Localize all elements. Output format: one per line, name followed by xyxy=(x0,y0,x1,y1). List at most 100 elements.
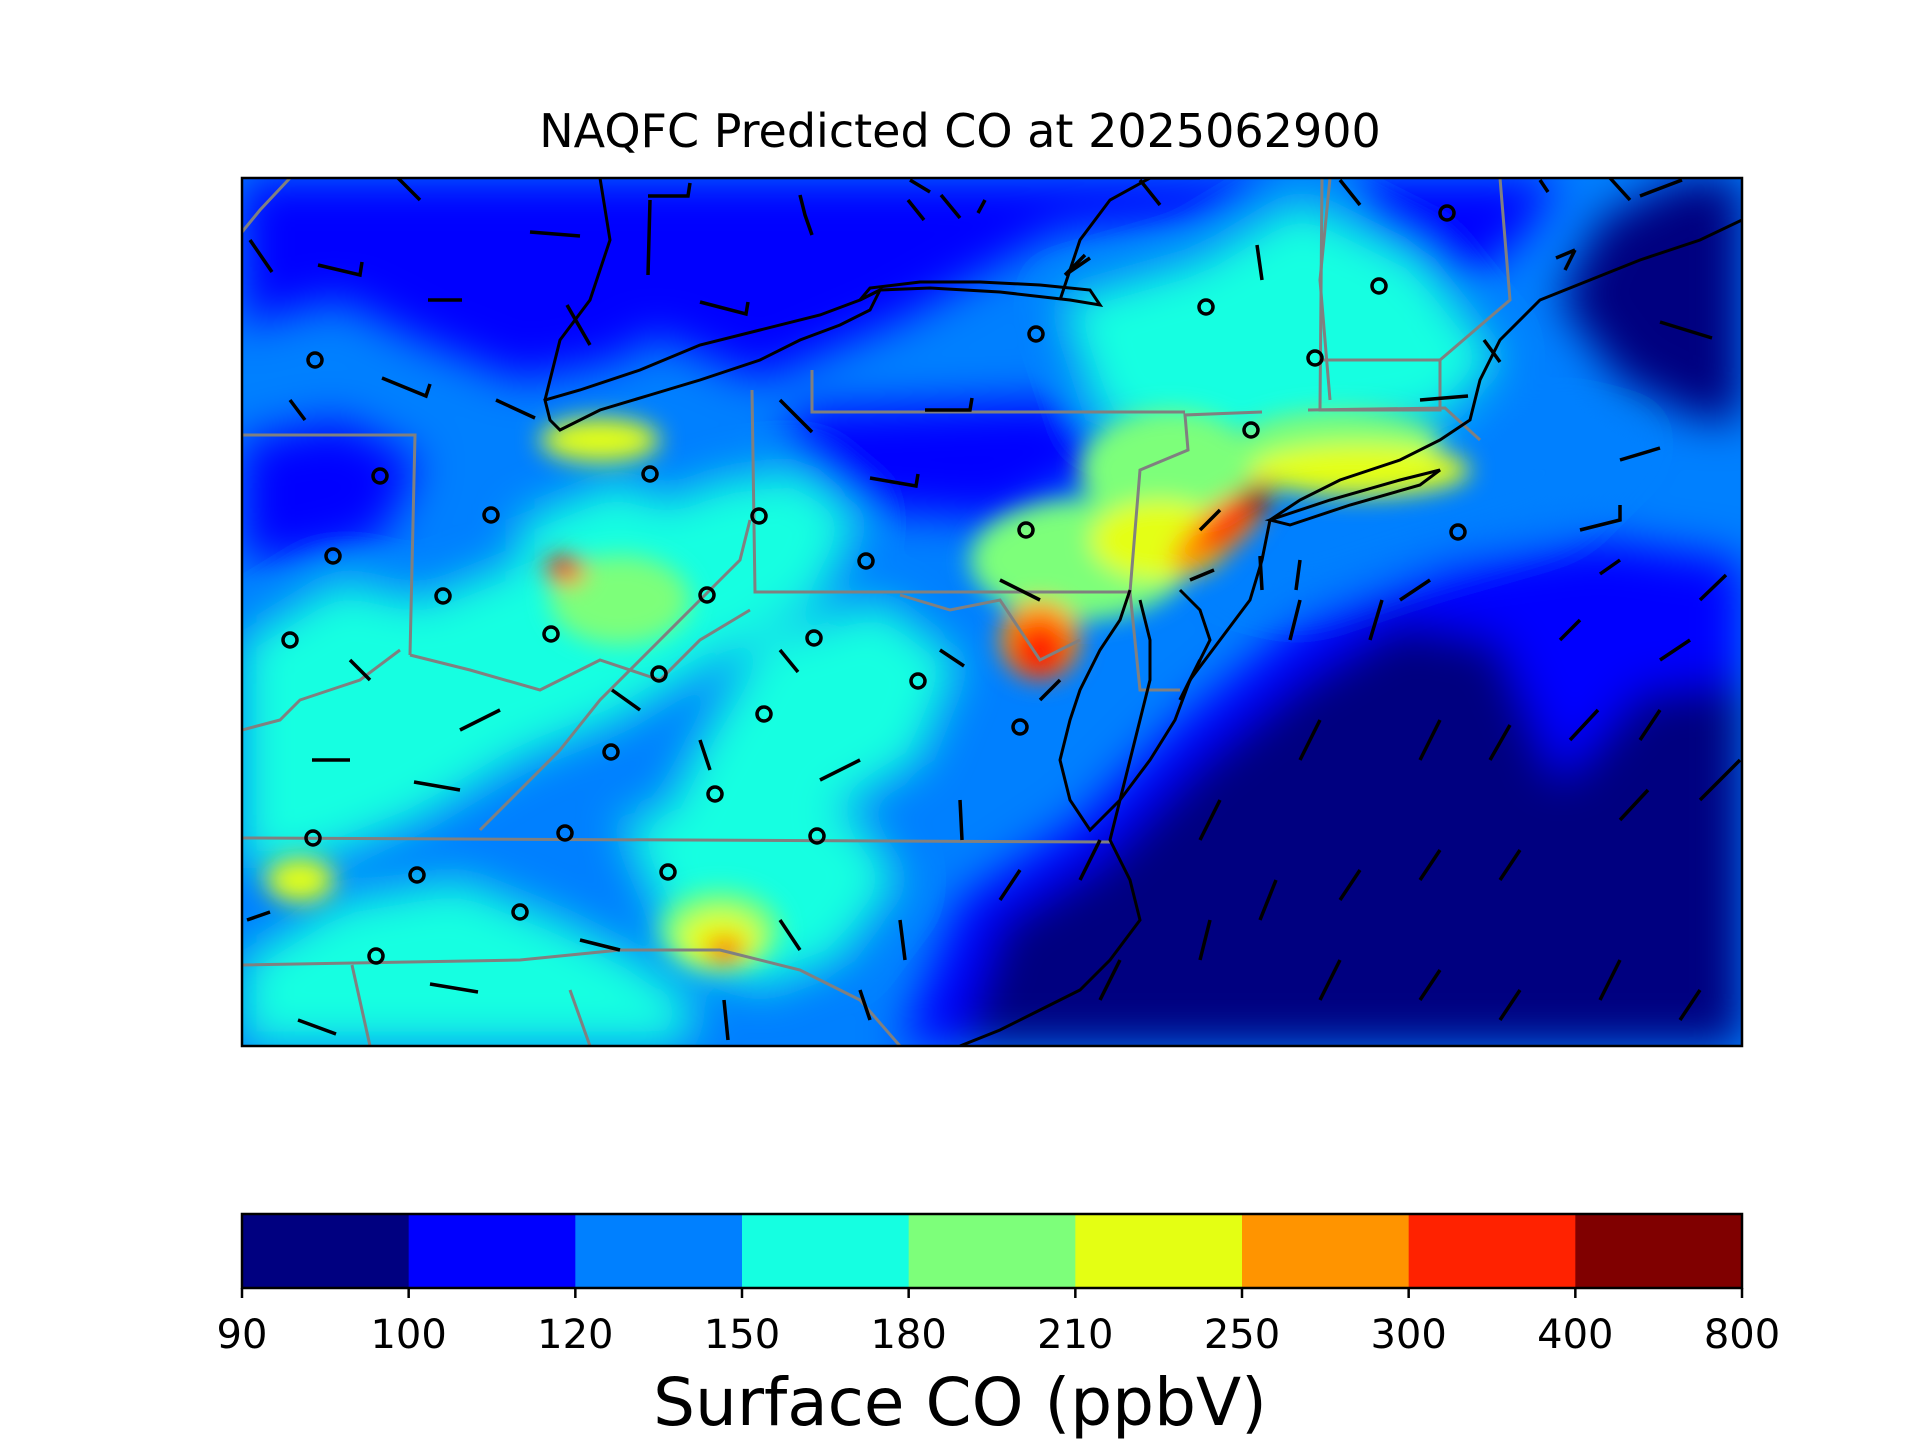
colorbar-tick-label: 100 xyxy=(370,1312,447,1358)
colorbar-tick-label: 120 xyxy=(537,1312,614,1358)
state-boundary-line xyxy=(1318,178,1332,401)
colorbar-segment xyxy=(575,1214,743,1288)
state-boundary-line xyxy=(242,836,1111,844)
state-boundary-line xyxy=(478,519,752,832)
co-field-region-mid-northeast xyxy=(1060,200,1500,460)
state-boundary-line xyxy=(242,433,417,656)
site-marker xyxy=(706,785,724,803)
site-marker xyxy=(304,829,322,847)
site-marker xyxy=(367,947,385,965)
wind-barb xyxy=(1619,320,1713,462)
wind-barb xyxy=(1608,178,1683,202)
wind-barb xyxy=(529,182,692,238)
wind-barb xyxy=(1255,178,1362,281)
site-marker xyxy=(1370,277,1388,295)
colorbar-segment xyxy=(1408,1214,1576,1288)
state-boundaries xyxy=(242,178,1512,1046)
site-marker xyxy=(1438,204,1456,222)
wind-barb xyxy=(1067,178,1162,275)
colorbar-frame xyxy=(240,1212,1744,1290)
map-title: NAQFC Predicted CO at 2025062900 xyxy=(539,104,1381,158)
wind-barb xyxy=(1579,505,1622,532)
co-field-region-low-pa xyxy=(780,400,1120,520)
state-boundary-line xyxy=(409,608,751,692)
site-marker xyxy=(909,672,927,690)
wind-barb xyxy=(909,178,962,220)
wind-barb xyxy=(1418,969,1522,1021)
site-marker xyxy=(805,629,823,647)
colorbar-tick-label: 250 xyxy=(1203,1312,1281,1358)
wind-barb xyxy=(1258,555,1302,591)
colorbar-tick-label: 300 xyxy=(1370,1312,1447,1358)
wind-barb xyxy=(288,398,536,422)
wind-barb xyxy=(1418,719,1512,761)
wind-barb xyxy=(958,678,1062,841)
coastlines xyxy=(543,178,1742,1046)
site-marker xyxy=(1011,718,1029,736)
coastline-long-island xyxy=(1264,468,1441,527)
wind-barb xyxy=(906,198,987,222)
colorbar-tick-label: 90 xyxy=(216,1312,268,1358)
colorbar-tick-label: 400 xyxy=(1537,1312,1614,1358)
colorbar-tick-label: 800 xyxy=(1703,1312,1781,1358)
site-marker xyxy=(556,824,574,842)
wind-barb xyxy=(413,708,501,792)
colorbar-tick-label: 210 xyxy=(1037,1312,1114,1358)
co-field-region-mid-south xyxy=(242,880,700,1046)
co-field-region-yellow-li xyxy=(1250,444,1470,496)
site-marker xyxy=(324,547,342,565)
wind-barb xyxy=(1198,719,1322,841)
wind-barb xyxy=(1598,959,1702,1021)
co-field-region-mid-ocean-coast xyxy=(1220,420,1640,600)
site-marker xyxy=(1017,521,1035,539)
co-field-region-low-north xyxy=(600,178,1300,380)
co-field-region-low-west2 xyxy=(242,420,420,560)
site-marker xyxy=(857,552,875,570)
site-marker xyxy=(434,587,452,605)
site-marker xyxy=(808,827,826,845)
colorbar-segment xyxy=(742,1214,910,1288)
site-marker xyxy=(306,351,324,369)
site-marker xyxy=(281,631,299,649)
wind-barb xyxy=(246,758,350,922)
colorbar-segment xyxy=(408,1214,576,1288)
wind-barb xyxy=(565,199,652,346)
co-concentration-field xyxy=(242,178,1742,1046)
wind-barb xyxy=(699,194,814,317)
state-boundary-line xyxy=(899,593,1081,662)
co-field-region-ocean-dark xyxy=(1560,178,1742,420)
state-boundary-line xyxy=(242,948,902,1046)
wind-barb xyxy=(1419,338,1502,402)
wind-barb xyxy=(381,298,462,399)
observation-sites xyxy=(281,204,1467,965)
co-field-region-yellow-sw xyxy=(266,858,334,902)
wind-barb xyxy=(1618,758,1742,822)
state-boundary-line xyxy=(1128,591,1180,692)
site-marker xyxy=(755,705,773,723)
state-boundary-line xyxy=(350,964,372,1046)
state-boundary-line xyxy=(1307,406,1482,442)
site-marker xyxy=(1449,523,1467,541)
wind-barb xyxy=(1568,708,1662,742)
state-boundary-line xyxy=(568,989,592,1046)
wind-barb xyxy=(579,938,730,1041)
state-boundary-line xyxy=(810,370,1185,414)
colorbar-tick-label: 150 xyxy=(703,1312,781,1358)
wind-barb xyxy=(998,659,1202,901)
wind-barb xyxy=(1189,558,1622,582)
map-frame xyxy=(240,176,1744,1048)
site-marker xyxy=(1197,298,1215,316)
co-field-region-ocean-dark-south xyxy=(960,620,1742,1046)
state-boundary-line xyxy=(750,389,1263,594)
site-marker xyxy=(602,743,620,761)
wind-barb xyxy=(778,919,872,1021)
co-field-region-red-dc xyxy=(1012,622,1068,678)
site-marker xyxy=(482,506,500,524)
wind-barb xyxy=(1258,869,1362,921)
coastline-lake-huron xyxy=(543,178,612,401)
co-field-region-green-ohio xyxy=(550,555,690,645)
colorbar-segment xyxy=(242,1214,410,1288)
site-marker xyxy=(542,625,560,643)
site-marker xyxy=(371,467,389,485)
wind-barb xyxy=(610,648,800,712)
